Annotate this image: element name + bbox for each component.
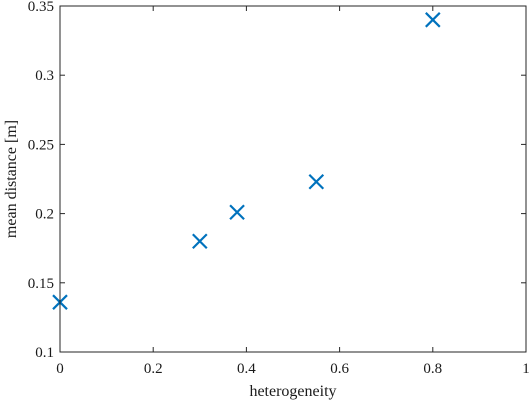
x-tick-label: 0.6	[330, 361, 349, 377]
plot-frame	[59, 5, 527, 353]
data-markers	[52, 12, 441, 310]
data-point-marker	[425, 12, 441, 28]
x-tick-label: 1	[522, 361, 530, 377]
y-tick-label: 0.3	[35, 68, 54, 84]
x-tick-label: 0	[56, 361, 64, 377]
x-axis-label: heterogeneity	[249, 383, 336, 400]
data-point-marker	[192, 233, 208, 250]
y-tick-label: 0.2	[35, 207, 54, 223]
y-tick-label: 0.35	[28, 0, 54, 15]
y-tick-label: 0.15	[28, 276, 54, 292]
y-tick-label: 0.1	[35, 345, 54, 361]
x-tick-label: 0.2	[144, 361, 163, 377]
x-tick-label: 0.8	[423, 361, 442, 377]
y-tick-label: 0.25	[28, 137, 54, 153]
data-point-marker	[308, 173, 325, 190]
x-tick-label: 0.4	[237, 361, 256, 377]
axis-ticks: 0 0.2 0.4 0.6 0.8 1 0.1 0.15 0.2 0.25 0.3 0.35	[28, 0, 530, 377]
y-axis-label: mean distance [m]	[3, 120, 20, 238]
data-point-marker	[229, 204, 245, 220]
